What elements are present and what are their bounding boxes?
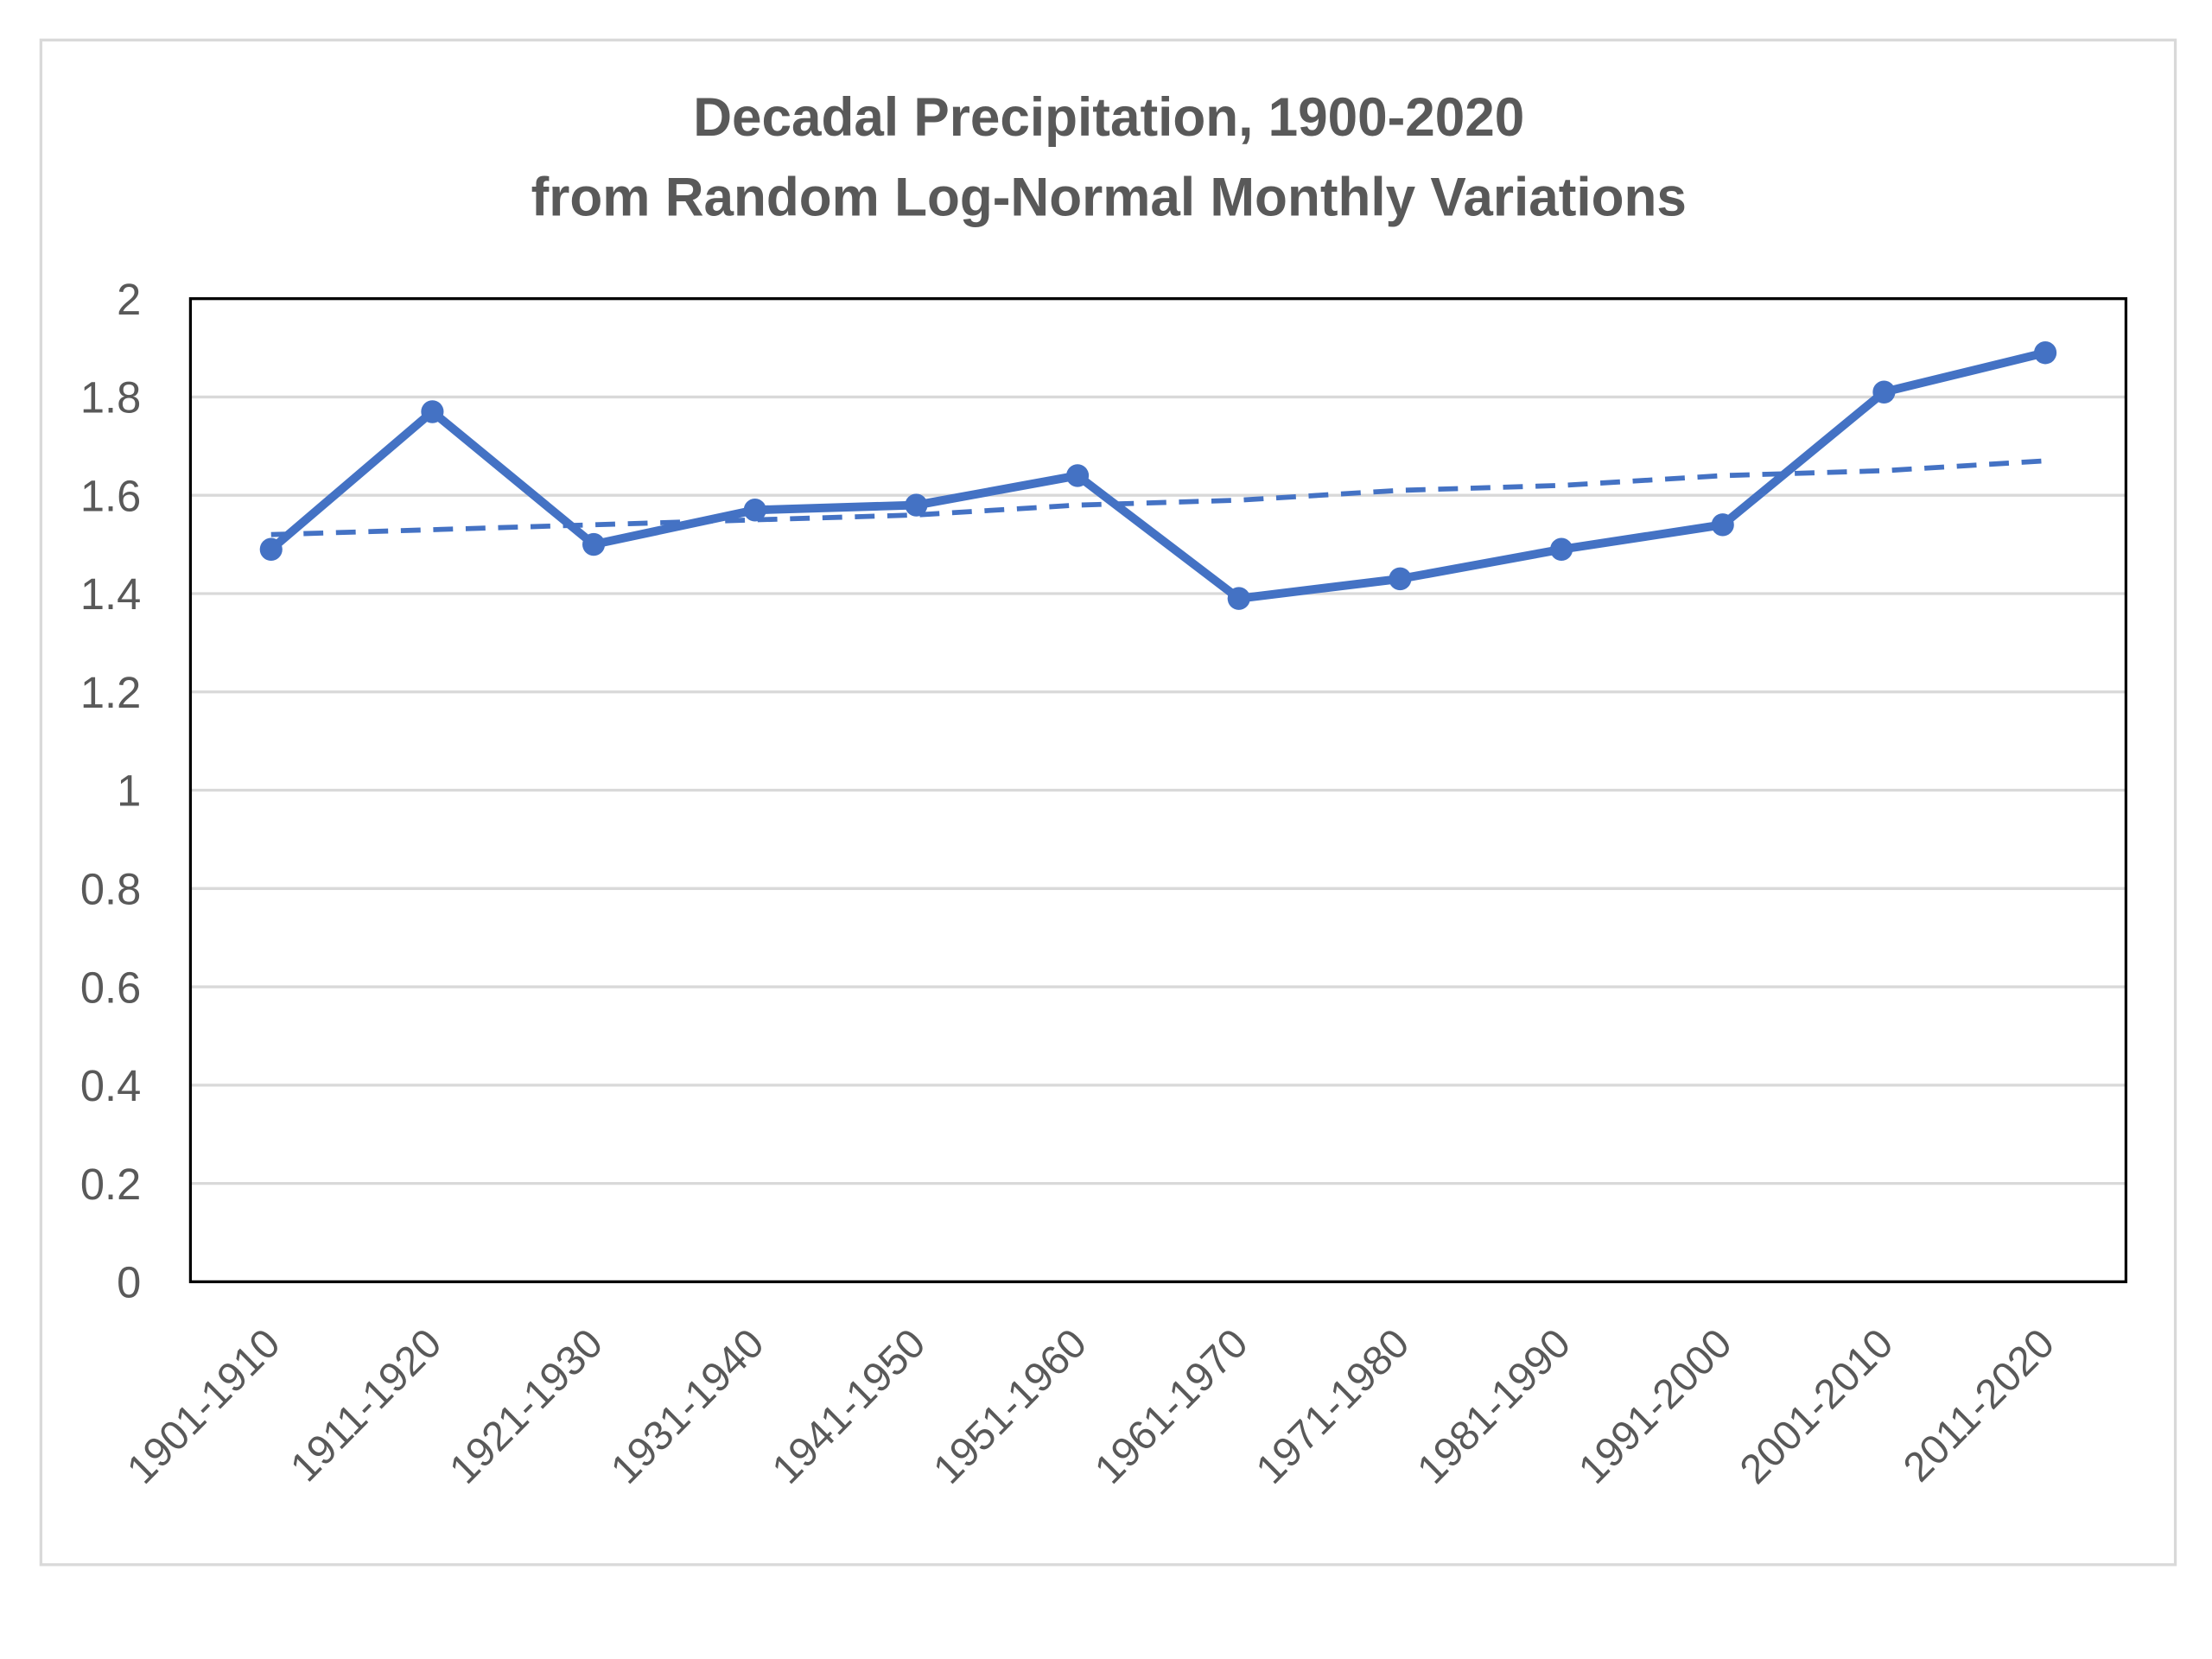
chart-subtitle: from Random Log-Normal Monthly Variation… [531, 167, 1687, 227]
data-point [1066, 464, 1090, 487]
y-tick-label: 0.6 [80, 963, 141, 1012]
y-tick-label: 0.4 [80, 1061, 141, 1110]
data-point [259, 537, 283, 561]
y-tick-label: 1.8 [80, 372, 141, 422]
chart-title: Decadal Precipitation, 1900-2020 [693, 87, 1524, 148]
chart-frame [39, 38, 2177, 1567]
data-point [421, 400, 444, 423]
plot-area-border [188, 296, 2128, 1284]
y-tick-label: 1.4 [80, 569, 141, 619]
y-tick-label: 0.2 [80, 1160, 141, 1209]
y-tick-label: 1 [117, 766, 141, 815]
y-tick-label: 1.2 [80, 668, 141, 717]
data-point [2034, 340, 2057, 365]
data-point [1711, 513, 1734, 537]
data-point [1550, 537, 1573, 561]
y-tick-label: 2 [117, 275, 141, 324]
y-tick-label: 1.6 [80, 471, 141, 520]
y-tick-label: 0.8 [80, 864, 141, 913]
trendline [270, 458, 2046, 537]
data-point [743, 499, 766, 522]
y-tick-label: 0 [117, 1257, 141, 1306]
data-point [905, 493, 928, 517]
data-point [582, 532, 606, 556]
data-point [1872, 380, 1896, 404]
series-line [268, 348, 2047, 603]
data-point [1227, 587, 1250, 610]
data-point [1389, 567, 1412, 591]
